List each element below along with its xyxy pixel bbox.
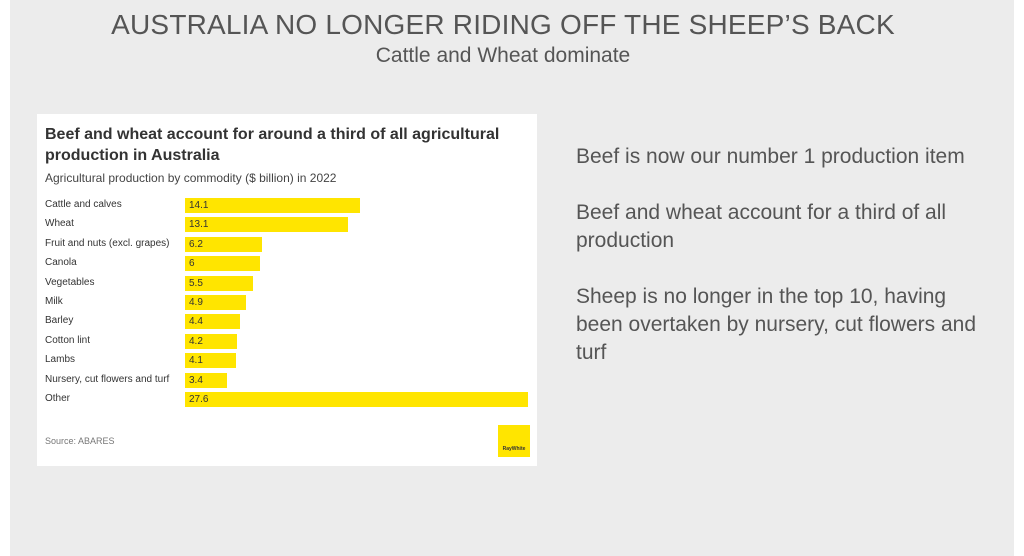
bar-value-label: 4.9 <box>189 297 203 308</box>
bullet-3: Sheep is no longer in the top 10, having… <box>576 285 976 364</box>
slide-title: AUSTRALIA NO LONGER RIDING OFF THE SHEEP… <box>111 9 895 40</box>
category-label: Vegetables <box>45 277 95 288</box>
bar-value-label: 6.2 <box>189 239 203 250</box>
bar <box>185 334 237 349</box>
bar-value-label: 4.2 <box>189 336 203 347</box>
category-label: Canola <box>45 257 77 268</box>
chart-card: Beef and wheat account for around a thir… <box>37 114 537 466</box>
category-label: Other <box>45 393 71 404</box>
category-label: Barley <box>45 315 74 326</box>
bar-value-label: 4.4 <box>189 316 203 327</box>
category-label: Lambs <box>45 354 76 365</box>
category-label: Wheat <box>45 218 74 229</box>
chart-source: Source: ABARES <box>45 436 115 446</box>
raywhite-logo: RayWhite <box>498 425 530 457</box>
bar-value-label: 5.5 <box>189 278 203 289</box>
slide: AUSTRALIA NO LONGER RIDING OFF THE SHEEP… <box>10 0 1014 556</box>
bullet-1: Beef is now our number 1 production item <box>576 145 965 168</box>
bar <box>185 217 348 232</box>
bar <box>185 353 236 368</box>
category-label: Cattle and calves <box>45 199 122 210</box>
bullet-2: Beef and wheat account for a third of al… <box>576 201 947 252</box>
bar-value-label: 3.4 <box>189 375 203 386</box>
bar <box>185 373 227 388</box>
category-label: Milk <box>45 296 63 307</box>
bar <box>185 256 260 271</box>
bar-value-label: 13.1 <box>189 219 209 230</box>
bar <box>185 295 246 310</box>
chart-subtitle: Agricultural production by commodity ($ … <box>45 171 337 185</box>
chart-title: Beef and wheat account for around a thir… <box>45 126 500 164</box>
bar-value-label: 14.1 <box>189 200 209 211</box>
bullet-list: Beef is now our number 1 production item… <box>576 143 996 395</box>
bar <box>185 276 253 291</box>
category-label: Fruit and nuts (excl. grapes) <box>45 238 170 249</box>
bar-value-label: 6 <box>189 258 195 269</box>
category-label: Cotton lint <box>45 335 91 346</box>
category-label: Nursery, cut flowers and turf <box>45 374 170 385</box>
bar-value-label: 27.6 <box>189 394 209 405</box>
bar <box>185 392 528 407</box>
slide-subtitle: Cattle and Wheat dominate <box>375 44 631 67</box>
bar <box>185 314 240 329</box>
logo-text: RayWhite <box>502 446 526 452</box>
bar <box>185 198 360 213</box>
bar <box>185 237 262 252</box>
bar-value-label: 4.1 <box>189 355 203 366</box>
